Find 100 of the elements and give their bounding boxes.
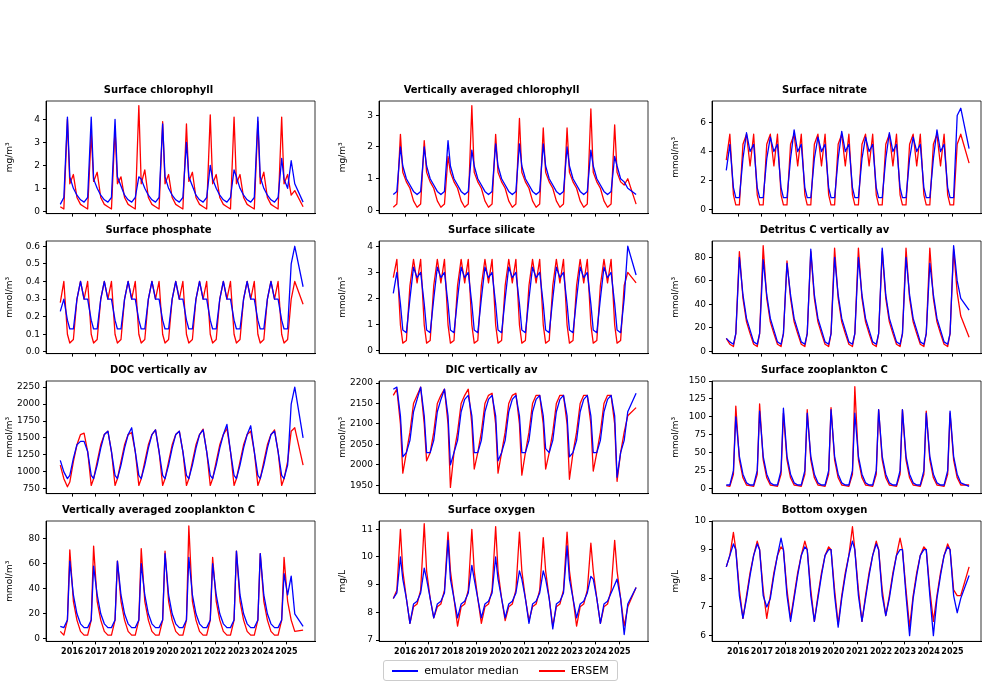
- x-tick-label: 2023: [560, 647, 583, 657]
- x-tick-label: 2024: [251, 647, 275, 657]
- y-axis-title: mmol/m³: [3, 276, 14, 318]
- y-tick-label: 6: [700, 117, 707, 127]
- x-tick-label: 2018: [774, 647, 798, 657]
- x-tick-label: 2025: [275, 647, 298, 657]
- y-tick-label: 0: [34, 633, 41, 644]
- y-tick-label: 4: [700, 145, 707, 156]
- y-tick-label: 2200: [350, 377, 374, 388]
- y-tick-label: 2: [700, 174, 706, 185]
- y-tick-label: 1950: [350, 479, 374, 490]
- y-tick-label: 0.5: [25, 258, 40, 269]
- y-tick-label: 150: [688, 375, 707, 386]
- chart-title: Vertically averaged zooplankton C: [61, 503, 256, 515]
- y-tick-label: 1750: [17, 415, 41, 426]
- chart-title: Bottom oxygen: [781, 503, 868, 515]
- y-tick-label: 40: [694, 298, 707, 309]
- x-tick-label: 2018: [108, 647, 132, 657]
- y-axis-title: mmol/m³: [3, 560, 14, 602]
- x-tick-label: 2019: [465, 647, 489, 657]
- y-tick-label: 1: [367, 319, 373, 330]
- x-tick-label: 2017: [750, 647, 774, 657]
- y-tick-label: 125: [688, 393, 706, 404]
- y-axis-title: mmol/m³: [669, 136, 680, 178]
- y-tick-label: 0: [700, 203, 707, 214]
- y-tick-label: 3: [34, 136, 40, 147]
- y-tick-label: 7: [700, 601, 706, 612]
- x-tick-label: 2020: [489, 647, 512, 657]
- y-tick-label: 2000: [17, 398, 41, 409]
- x-tick-label: 2025: [608, 647, 631, 657]
- y-axis-title: mmol/m³: [669, 416, 680, 458]
- y-tick-label: 50: [694, 447, 707, 458]
- y-tick-label: 11: [361, 523, 373, 534]
- y-tick-label: 0.6: [25, 240, 41, 251]
- y-axis-title: mmol/m³: [669, 276, 680, 318]
- y-tick-label: 8: [700, 572, 707, 583]
- y-tick-label: 10: [361, 551, 374, 562]
- y-tick-label: 2000: [350, 459, 374, 470]
- x-tick-label: 2021: [513, 647, 536, 657]
- y-tick-label: 1250: [17, 449, 41, 460]
- y-tick-label: 3: [367, 109, 373, 120]
- chart-title: Surface silicate: [447, 223, 536, 235]
- y-tick-label: 0.4: [25, 275, 41, 286]
- y-tick-label: 0.0: [25, 346, 41, 357]
- y-tick-label: 1000: [17, 466, 41, 477]
- y-tick-label: 75: [694, 429, 706, 440]
- y-tick-label: 4: [367, 240, 374, 251]
- y-tick-label: 60: [694, 275, 707, 286]
- chart-title: Surface chlorophyll: [103, 83, 214, 95]
- x-tick-label: 2023: [893, 647, 916, 657]
- y-tick-label: 0: [34, 205, 41, 216]
- y-tick-label: 2250: [17, 381, 41, 392]
- x-tick-label: 2020: [822, 647, 845, 657]
- y-tick-label: 3: [367, 266, 373, 277]
- y-tick-label: 2100: [350, 418, 374, 429]
- x-tick-label: 2016: [394, 647, 417, 657]
- chart-title: Surface oxygen: [447, 503, 536, 515]
- y-tick-label: 6: [700, 630, 707, 641]
- y-tick-label: 2050: [350, 438, 374, 449]
- y-tick-label: 2: [367, 292, 373, 303]
- chart-title: Detritus C vertically av: [759, 223, 890, 235]
- chart-title: Surface nitrate: [781, 83, 868, 95]
- y-axis-title: mg/L: [669, 569, 680, 593]
- x-tick-label: 2022: [536, 647, 560, 657]
- y-tick-label: 0: [700, 345, 707, 356]
- y-tick-label: 60: [28, 557, 41, 568]
- y-tick-label: 0.1: [25, 328, 40, 339]
- y-tick-label: 1: [367, 173, 373, 184]
- y-tick-label: 2150: [350, 397, 374, 408]
- x-tick-label: 2022: [869, 647, 893, 657]
- y-tick-label: 0: [367, 204, 374, 215]
- y-axis-title: mmol/m³: [336, 416, 347, 458]
- x-tick-label: 2016: [61, 647, 84, 657]
- chart-title: DIC vertically av: [445, 363, 539, 375]
- y-tick-label: 0.2: [25, 311, 40, 321]
- x-tick-label: 2017: [84, 647, 108, 657]
- legend-label: ERSEM: [570, 664, 609, 677]
- legend-label: emulator median: [424, 664, 519, 677]
- y-tick-label: 1500: [17, 432, 41, 443]
- y-tick-label: 80: [28, 532, 41, 543]
- y-tick-label: 750: [22, 483, 41, 494]
- x-tick-label: 2020: [156, 647, 179, 657]
- y-axis-title: mmol/m³: [3, 416, 14, 458]
- y-tick-label: 0.3: [25, 293, 40, 304]
- y-tick-label: 9: [700, 544, 707, 555]
- chart-title: DOC vertically av: [110, 363, 208, 375]
- y-tick-label: 9: [367, 579, 374, 589]
- x-tick-label: 2016: [727, 647, 750, 657]
- y-axis-title: mg/m³: [336, 141, 347, 173]
- x-tick-label: 2023: [227, 647, 250, 657]
- x-tick-label: 2018: [441, 647, 465, 657]
- y-tick-label: 7: [367, 634, 373, 645]
- y-tick-label: 0: [700, 482, 707, 493]
- x-tick-label: 2025: [941, 647, 964, 657]
- chart-title: Vertically averaged chlorophyll: [403, 83, 580, 95]
- y-tick-label: 20: [28, 608, 41, 619]
- x-tick-label: 2022: [203, 647, 227, 657]
- y-tick-label: 80: [694, 251, 707, 262]
- chart-title: Surface phosphate: [105, 223, 212, 235]
- x-tick-label: 2017: [417, 647, 441, 657]
